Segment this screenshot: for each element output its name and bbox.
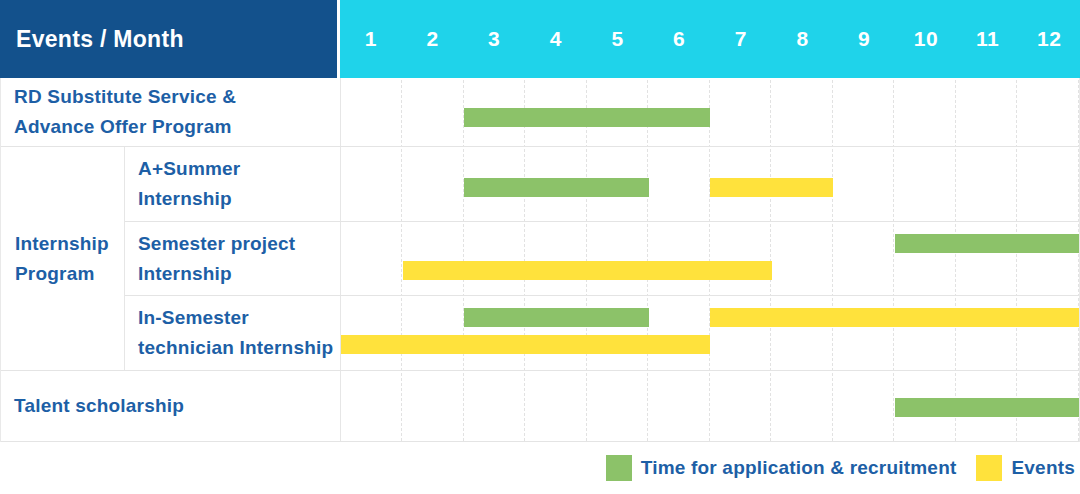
bar-recruitment-in-semester	[464, 308, 649, 327]
bar-events-semester-project	[403, 261, 772, 280]
gantt-track-in-semester	[341, 296, 1079, 370]
month-label-9: 9	[833, 0, 895, 78]
legend-item-application-recruitment: Time for application & recruitment	[606, 455, 957, 481]
month-label-10: 10	[895, 0, 957, 78]
month-label-2: 2	[402, 0, 464, 78]
row-semester-project-internship: Semester project Internship	[125, 222, 1079, 296]
row-label-cell: In-Semester technician Internship	[125, 296, 341, 370]
month-header-strip: 1 2 3 4 5 6 7 8 9 10 11 12	[340, 0, 1080, 78]
legend-swatch-yellow	[976, 455, 1002, 481]
group-label: Internship Program	[15, 229, 109, 289]
month-label-4: 4	[525, 0, 587, 78]
month-label-12: 12	[1018, 0, 1080, 78]
month-label-5: 5	[587, 0, 649, 78]
table-header-row: Events / Month 1 2 3 4 5 6 7 8 9 10 11 1…	[0, 0, 1080, 78]
row-label: RD Substitute Service & Advance Offer Pr…	[14, 82, 236, 142]
month-label-11: 11	[957, 0, 1019, 78]
bar-events-in-semester-late	[710, 308, 1079, 327]
row-label: Talent scholarship	[14, 391, 184, 421]
bar-events-a-summer	[710, 178, 833, 197]
group-sub-rows: A+Summer Internship Semester project Int…	[125, 147, 1079, 370]
legend-label-events: Events	[1011, 457, 1075, 479]
row-rd-substitute-service: RD Substitute Service & Advance Offer Pr…	[1, 78, 1079, 147]
events-month-header-cell: Events / Month	[0, 0, 337, 78]
month-label-8: 8	[772, 0, 834, 78]
bar-recruitment-a-summer	[464, 178, 649, 197]
month-label-7: 7	[710, 0, 772, 78]
table-body: RD Substitute Service & Advance Offer Pr…	[0, 78, 1080, 442]
gantt-track-semester-project	[341, 222, 1079, 295]
row-talent-scholarship: Talent scholarship	[1, 371, 1079, 442]
gantt-track-rd	[341, 78, 1079, 146]
month-label-1: 1	[340, 0, 402, 78]
row-label-cell: A+Summer Internship	[125, 147, 341, 221]
bar-events-in-semester-early	[341, 335, 710, 354]
row-label: A+Summer Internship	[138, 154, 240, 214]
gantt-track-talent	[341, 371, 1079, 441]
bar-recruitment-rd	[464, 108, 710, 127]
row-label: In-Semester technician Internship	[138, 303, 333, 363]
group-label-cell: Internship Program	[1, 147, 125, 370]
row-group-internship-program: Internship Program A+Summer Internship	[1, 147, 1079, 371]
row-label-cell: Talent scholarship	[1, 371, 341, 441]
row-label-cell: Semester project Internship	[125, 222, 341, 295]
legend-label-application-recruitment: Time for application & recruitment	[641, 457, 957, 479]
legend: Time for application & recruitment Event…	[0, 441, 1080, 494]
month-label-6: 6	[648, 0, 710, 78]
events-month-gantt-chart: Events / Month 1 2 3 4 5 6 7 8 9 10 11 1…	[0, 0, 1080, 494]
bar-recruitment-talent	[895, 398, 1080, 417]
gantt-track-a-summer	[341, 147, 1079, 221]
month-label-3: 3	[463, 0, 525, 78]
row-in-semester-technician-internship: In-Semester technician Internship	[125, 296, 1079, 370]
events-month-title: Events / Month	[16, 26, 184, 53]
row-label: Semester project Internship	[138, 229, 295, 289]
legend-swatch-green	[606, 455, 632, 481]
row-a-summer-internship: A+Summer Internship	[125, 147, 1079, 222]
bar-recruitment-semester-project	[895, 234, 1080, 253]
schedule-table: Events / Month 1 2 3 4 5 6 7 8 9 10 11 1…	[0, 0, 1080, 442]
row-label-cell: RD Substitute Service & Advance Offer Pr…	[1, 78, 341, 146]
legend-item-events: Events	[976, 455, 1075, 481]
